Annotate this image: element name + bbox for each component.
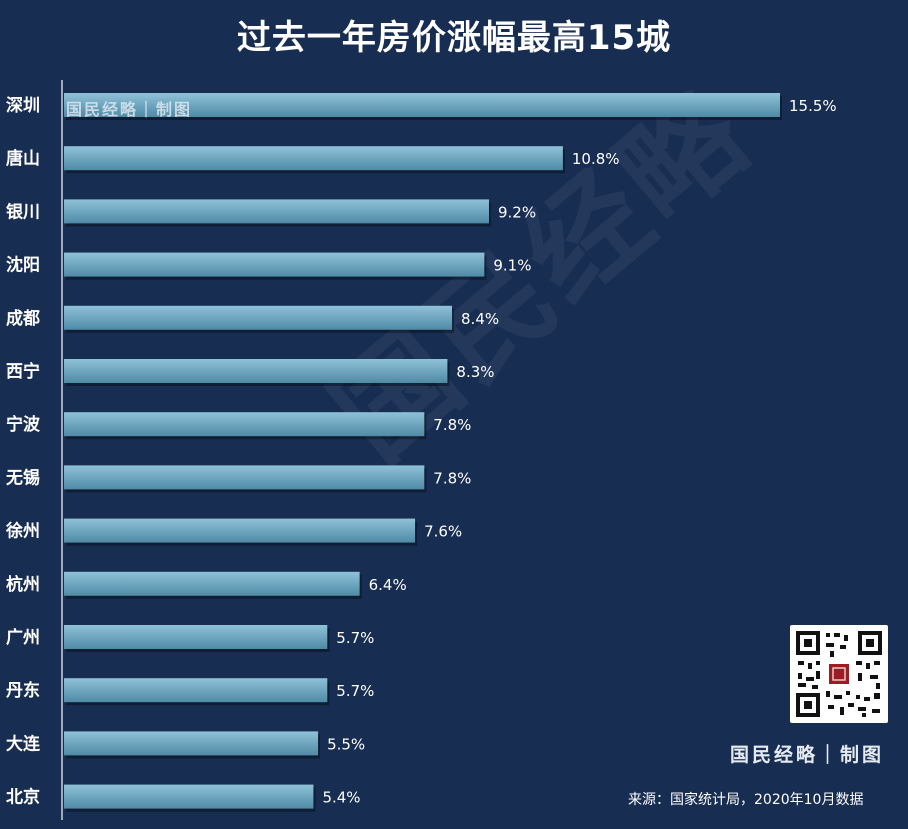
data-source: 来源：国家统计局，2020年10月数据 <box>628 792 864 808</box>
chart-watermark: 国民经略｜制图 <box>66 100 193 119</box>
category-label: 唐山 <box>6 148 40 169</box>
bar-7 <box>64 465 425 490</box>
value-label: 7.8% <box>433 416 471 434</box>
value-label: 5.4% <box>322 789 360 807</box>
bar-9 <box>64 571 360 596</box>
bar-2 <box>64 199 489 224</box>
value-label: 8.4% <box>461 310 499 328</box>
bar-5 <box>64 359 448 383</box>
value-label: 6.4% <box>369 576 407 594</box>
bar-8 <box>64 518 416 543</box>
value-label: 5.5% <box>327 735 365 753</box>
value-label: 7.6% <box>424 523 462 541</box>
category-label: 沈阳 <box>6 255 40 276</box>
value-label: 5.7% <box>336 682 374 700</box>
value-label: 7.8% <box>433 469 471 487</box>
value-label: 15.5% <box>789 97 837 115</box>
category-label: 西宁 <box>6 361 40 382</box>
bar-11 <box>64 678 328 703</box>
bar-4 <box>64 305 453 330</box>
category-label: 北京 <box>6 787 40 808</box>
category-label: 银川 <box>6 201 40 222</box>
bar-12 <box>64 731 319 756</box>
bar-6 <box>64 412 425 437</box>
category-label: 无锡 <box>5 467 40 488</box>
value-label: 10.8% <box>572 150 620 168</box>
value-label: 8.3% <box>456 363 494 381</box>
qr-code <box>790 625 888 723</box>
qr-code-icon <box>796 631 882 717</box>
value-label: 5.7% <box>336 629 374 647</box>
brand-credit: 国民经略｜制图 <box>730 744 885 766</box>
category-label: 大连 <box>6 733 41 754</box>
bar-13 <box>64 784 314 809</box>
category-label: 徐州 <box>5 521 40 542</box>
category-label: 丹东 <box>6 680 40 701</box>
category-label: 深圳 <box>6 95 40 116</box>
bar-10 <box>64 625 328 649</box>
bar-3 <box>64 252 485 277</box>
category-label: 广州 <box>6 627 40 648</box>
category-label: 杭州 <box>6 574 40 595</box>
value-label: 9.2% <box>498 203 536 221</box>
bar-1 <box>64 146 563 171</box>
value-label: 9.1% <box>493 257 531 275</box>
chart-title: 过去一年房价涨幅最高15城 <box>236 18 672 58</box>
category-label: 宁波 <box>6 414 41 435</box>
category-label: 成都 <box>6 308 40 329</box>
bar-0 <box>64 93 780 117</box>
